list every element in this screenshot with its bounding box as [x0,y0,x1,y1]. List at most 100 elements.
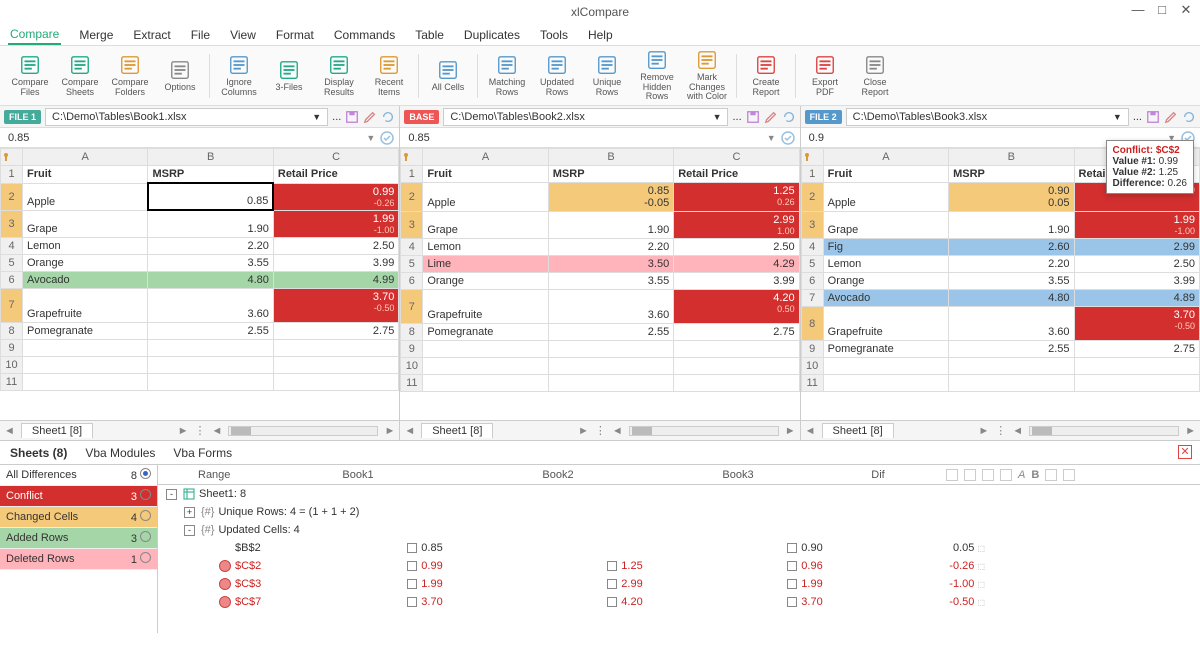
path-input[interactable]: C:\Demo\Tables\Book2.xlsx▼ [443,108,728,126]
cell[interactable]: Grapefruite [23,288,148,322]
cell[interactable]: 3.55 [949,273,1074,290]
cell[interactable]: 2.20 [548,239,673,256]
tool-icon[interactable] [946,469,958,481]
cell[interactable] [273,339,398,356]
cell[interactable] [674,358,799,375]
sheet-tab[interactable]: Sheet1 [8] [21,423,93,438]
cell[interactable]: 4.99 [273,271,398,288]
sync-icon[interactable] [379,130,395,146]
tab-next[interactable]: ► [178,425,189,437]
cell[interactable] [548,375,673,392]
col-header[interactable]: C [674,149,799,166]
cell[interactable]: 3.70-0.50 [273,288,398,322]
tree-row[interactable]: $C$20.991.250.96-0.26 ⬚ [158,557,1200,575]
cell[interactable]: 4.89 [1074,290,1199,307]
cell[interactable]: 3.55 [148,254,273,271]
bottom-tab[interactable]: Vba Forms [173,446,232,460]
refresh-icon[interactable] [1182,110,1196,124]
cell[interactable]: Grapefruite [823,307,948,341]
compare-files-button[interactable]: CompareFiles [6,49,54,103]
cell[interactable]: 3.60 [949,307,1074,341]
minimize-button[interactable]: — [1130,2,1146,18]
sheet-tab[interactable]: Sheet1 [8] [421,423,493,438]
cell[interactable]: Lemon [423,239,548,256]
hscroll[interactable] [228,426,378,436]
remove-hidden-button[interactable]: RemoveHidden Rows [633,49,681,103]
cell[interactable]: Orange [23,254,148,271]
row-header[interactable]: 2 [1,183,23,210]
header-cell[interactable]: Fruit [423,166,548,183]
edit-icon[interactable] [764,110,778,124]
cell[interactable]: Avocado [823,290,948,307]
bold-icon[interactable]: B [1031,469,1039,481]
cell[interactable]: 1.90 [949,212,1074,239]
cell[interactable]: 2.75 [273,322,398,339]
cell[interactable]: 3.55 [548,273,673,290]
cell[interactable] [823,358,948,375]
cell[interactable] [23,339,148,356]
cell[interactable]: 2.75 [1074,341,1199,358]
menu-table[interactable]: Table [413,26,446,44]
menu-duplicates[interactable]: Duplicates [462,26,522,44]
tab-prev[interactable]: ◄ [805,425,816,437]
cell[interactable]: Pomegranate [423,324,548,341]
filter-conflict[interactable]: Conflict3 [0,486,157,507]
matching-rows-button[interactable]: MatchingRows [483,49,531,103]
cell[interactable]: 4.80 [949,290,1074,307]
row-header[interactable]: 5 [801,256,823,273]
row-header[interactable]: 6 [801,273,823,290]
toggle[interactable]: + [184,507,195,518]
tree-row[interactable]: -{#}Updated Cells: 4 [158,521,1200,539]
header-cell[interactable]: MSRP [949,166,1074,183]
cell[interactable] [423,358,548,375]
cell[interactable] [1074,358,1199,375]
tree-row[interactable]: $C$31.992.991.99-1.00 ⬚ [158,575,1200,593]
cell[interactable]: 1.250.26 [674,183,799,212]
more-button[interactable]: ... [1133,111,1142,123]
tab-prev[interactable]: ◄ [404,425,415,437]
formula-value[interactable]: 0.85 [400,130,766,146]
cell[interactable]: 1.99-1.00 [273,210,398,237]
row-header[interactable]: 4 [1,237,23,254]
hscroll[interactable] [629,426,779,436]
three-files-button[interactable]: 3-Files [265,49,313,103]
row-header[interactable]: 7 [1,288,23,322]
row-header[interactable]: 3 [801,212,823,239]
col-header[interactable]: B [949,149,1074,166]
cell[interactable]: 2.55 [949,341,1074,358]
hscroll[interactable] [1029,426,1179,436]
row-header[interactable]: 7 [401,290,423,324]
save-icon[interactable] [746,110,760,124]
cell[interactable]: 0.85-0.05 [548,183,673,212]
bottom-tab[interactable]: Vba Modules [85,446,155,460]
col-header[interactable]: A [23,149,148,166]
row-header[interactable]: 5 [1,254,23,271]
col-header[interactable]: B [548,149,673,166]
tool-icon[interactable] [982,469,994,481]
row-header[interactable]: 9 [801,341,823,358]
row-header[interactable]: 9 [401,341,423,358]
cell[interactable]: Grape [423,212,548,239]
filter-added-rows[interactable]: Added Rows3 [0,528,157,549]
tree-row[interactable]: +{#}Unique Rows: 4 = (1 + 1 + 2) [158,503,1200,521]
cell[interactable] [949,375,1074,392]
row-header[interactable]: 8 [801,307,823,341]
menu-view[interactable]: View [228,26,258,44]
cell[interactable]: 2.50 [273,237,398,254]
toggle[interactable]: - [184,525,195,536]
cell[interactable]: 2.99 [1074,239,1199,256]
export-pdf-button[interactable]: ExportPDF [801,49,849,103]
row-header[interactable]: 6 [401,273,423,290]
recent-items-button[interactable]: RecentItems [365,49,413,103]
row-header[interactable]: 11 [401,375,423,392]
row-header[interactable]: 7 [801,290,823,307]
refresh-icon[interactable] [381,110,395,124]
cell[interactable]: 2.20 [148,237,273,254]
cell[interactable] [273,356,398,373]
save-icon[interactable] [345,110,359,124]
tool-icon[interactable] [964,469,976,481]
cell[interactable]: 3.50 [548,256,673,273]
header-cell[interactable]: Retail Price [273,166,398,184]
toggle[interactable]: - [166,489,177,500]
more-button[interactable]: ... [732,111,741,123]
